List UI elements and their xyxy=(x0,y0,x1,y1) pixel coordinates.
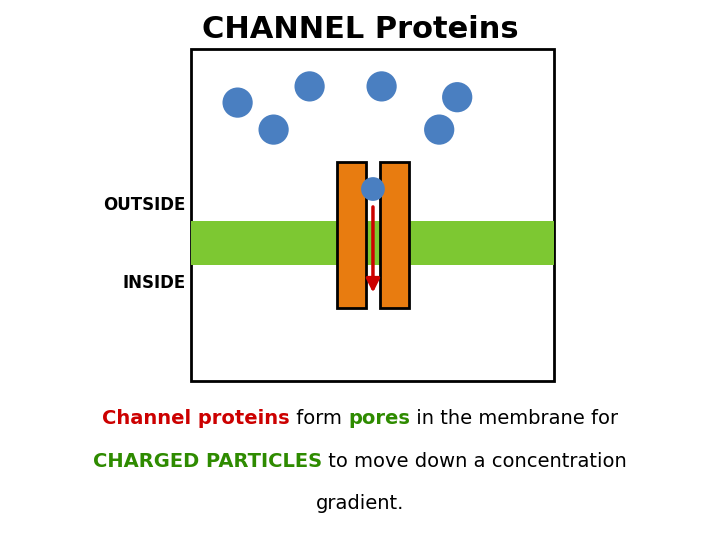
Text: Channel proteins: Channel proteins xyxy=(102,409,289,428)
Bar xyxy=(337,162,366,308)
Ellipse shape xyxy=(222,87,253,118)
Ellipse shape xyxy=(294,71,325,102)
Text: in the membrane for: in the membrane for xyxy=(410,409,618,428)
Ellipse shape xyxy=(361,177,385,201)
Text: form: form xyxy=(289,409,348,428)
Ellipse shape xyxy=(424,114,454,145)
Ellipse shape xyxy=(258,114,289,145)
Text: gradient.: gradient. xyxy=(316,494,404,513)
Text: CHANNEL Proteins: CHANNEL Proteins xyxy=(202,15,518,44)
Ellipse shape xyxy=(366,71,397,102)
Text: CHARGED PARTICLES: CHARGED PARTICLES xyxy=(93,452,322,471)
Bar xyxy=(191,49,554,381)
Text: pores: pores xyxy=(348,409,410,428)
Text: to move down a concentration: to move down a concentration xyxy=(322,452,627,471)
Text: INSIDE: INSIDE xyxy=(122,274,186,293)
Bar xyxy=(380,162,409,308)
Bar xyxy=(191,246,554,265)
Text: OUTSIDE: OUTSIDE xyxy=(104,196,186,214)
Bar xyxy=(191,221,554,246)
Ellipse shape xyxy=(442,82,472,112)
